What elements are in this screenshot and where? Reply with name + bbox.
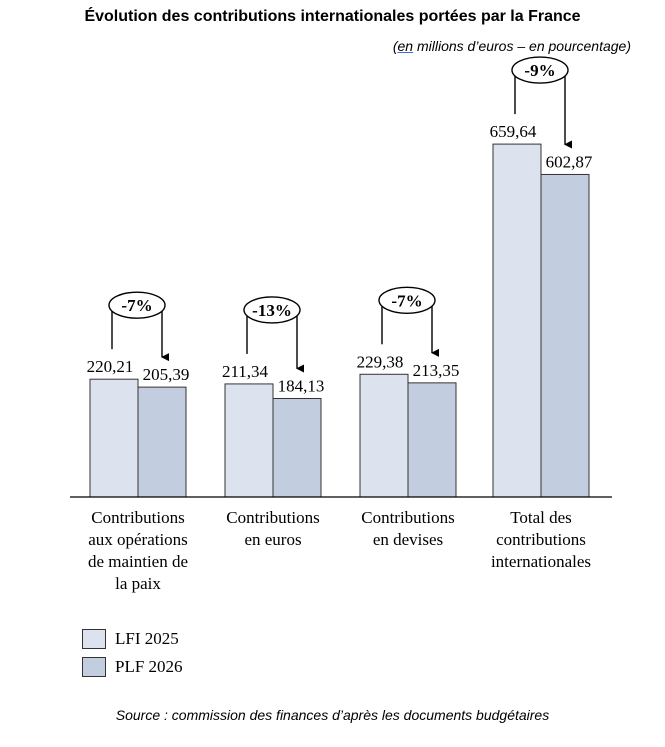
- bar-plf-2026: [272, 397, 322, 498]
- bar-plf-2026: [540, 173, 590, 498]
- change-label: -9%: [524, 61, 555, 80]
- legend-label-lfi-2025: LFI 2025: [115, 629, 179, 648]
- chart-title: Évolution des contributions internationa…: [84, 8, 581, 25]
- bar-plf-2026: [407, 382, 457, 498]
- category-label: Contributions en euros: [203, 507, 343, 551]
- subtitle-rest: millions d’euros – en pourcentage): [413, 38, 631, 54]
- change-oval: [243, 296, 301, 324]
- data-label-lfi-2025: 220,21: [87, 357, 134, 376]
- data-label-lfi-2025: 659,64: [490, 122, 537, 141]
- bar-lfi-2025: [89, 378, 139, 498]
- bar-plf-2026: [137, 386, 187, 498]
- category-label-line: internationales: [490, 552, 592, 571]
- legend-swatch-lfi-2025: [82, 629, 106, 649]
- change-label: -7%: [391, 291, 422, 310]
- category-label: Total des contributions internationales: [471, 507, 611, 573]
- change-label: -13%: [252, 301, 292, 320]
- data-label-lfi-2025: 229,38: [357, 352, 404, 371]
- bar-lfi-2025: [224, 383, 274, 498]
- category-label: Contributions en devises: [338, 507, 478, 551]
- change-oval: [511, 56, 569, 84]
- data-label-plf-2026: 184,13: [278, 376, 325, 395]
- category-label-line: contributions: [496, 530, 586, 549]
- category-label-line: en euros: [244, 530, 302, 549]
- data-label-plf-2026: 213,35: [413, 361, 460, 380]
- chart-subtitle: (en millions d’euros – en pourcentage): [393, 38, 631, 54]
- category-label-line: aux opérations: [88, 530, 188, 549]
- subtitle-underlined: en: [397, 38, 414, 54]
- category-label-line: la paix: [115, 574, 161, 593]
- legend-swatch-plf-2026: [82, 657, 106, 677]
- category-label-line: Contributions: [361, 508, 455, 527]
- data-label-plf-2026: 205,39: [143, 365, 190, 384]
- change-oval: [108, 291, 166, 319]
- bar-lfi-2025: [359, 373, 409, 498]
- change-oval: [378, 286, 436, 314]
- data-label-lfi-2025: 211,34: [222, 362, 269, 381]
- bar-lfi-2025: [492, 143, 542, 498]
- category-label-line: Contributions: [226, 508, 320, 527]
- subtitle-open: (: [392, 38, 398, 54]
- source-note: Source : commission des finances d’après…: [115, 707, 550, 723]
- category-label-line: en devises: [372, 530, 444, 549]
- category-label: Contributions aux opérations de maintien d…: [68, 507, 208, 595]
- category-label-line: Total des: [510, 508, 572, 527]
- data-label-plf-2026: 602,87: [546, 152, 593, 171]
- legend-label-plf-2026: PLF 2026: [115, 657, 183, 676]
- category-label-line: de maintien de: [87, 552, 189, 571]
- change-label: -7%: [121, 296, 152, 315]
- category-label-line: Contributions: [91, 508, 185, 527]
